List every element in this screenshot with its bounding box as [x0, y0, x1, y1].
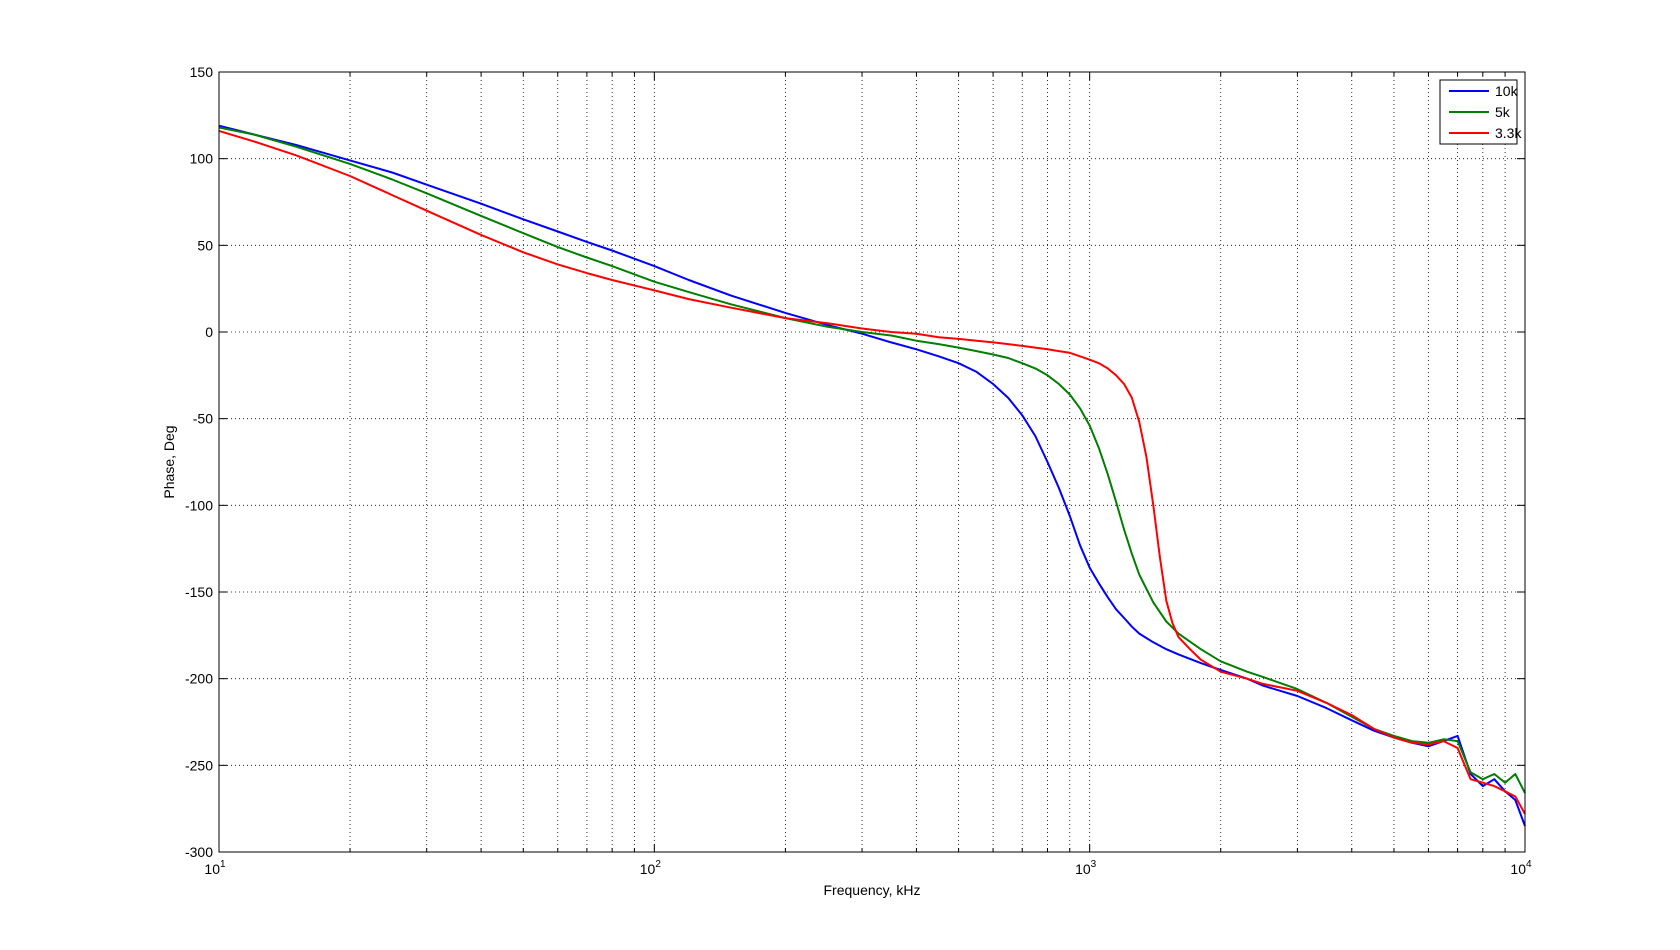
x-tick-label: 101	[204, 859, 226, 877]
legend: 10k 5k 3.3k	[1439, 79, 1522, 145]
legend-label-3.3k: 3.3k	[1495, 125, 1522, 141]
x-tick-label: 104	[1510, 859, 1532, 877]
y-tick-label: -50	[193, 411, 213, 427]
y-tick-label: -150	[185, 584, 213, 600]
plot-background	[219, 72, 1525, 852]
legend-label-10k: 10k	[1495, 83, 1519, 99]
y-tick-label: -250	[185, 757, 213, 773]
y-tick-label: -300	[185, 844, 213, 860]
y-tick-label: 0	[205, 324, 213, 340]
x-axis-label: Frequency, kHz	[824, 882, 921, 898]
x-tick-label: 103	[1075, 859, 1097, 877]
series-line-3.3k	[218, 129, 1526, 815]
axis-ticks	[219, 71, 1525, 853]
y-tick-label: -200	[185, 671, 213, 687]
series-lines	[218, 124, 1526, 827]
y-tick-label: 50	[197, 237, 213, 253]
y-tick-label: 150	[190, 64, 214, 80]
y-axis-label: Phase, Deg	[161, 425, 177, 498]
x-tick-label: 102	[640, 859, 662, 877]
legend-label-5k: 5k	[1495, 104, 1511, 120]
grid	[219, 72, 1525, 852]
series-line-5k	[218, 126, 1526, 794]
y-tick-label: -100	[185, 497, 213, 513]
plot-frame	[218, 71, 1526, 853]
y-tick-label: 100	[190, 151, 214, 167]
